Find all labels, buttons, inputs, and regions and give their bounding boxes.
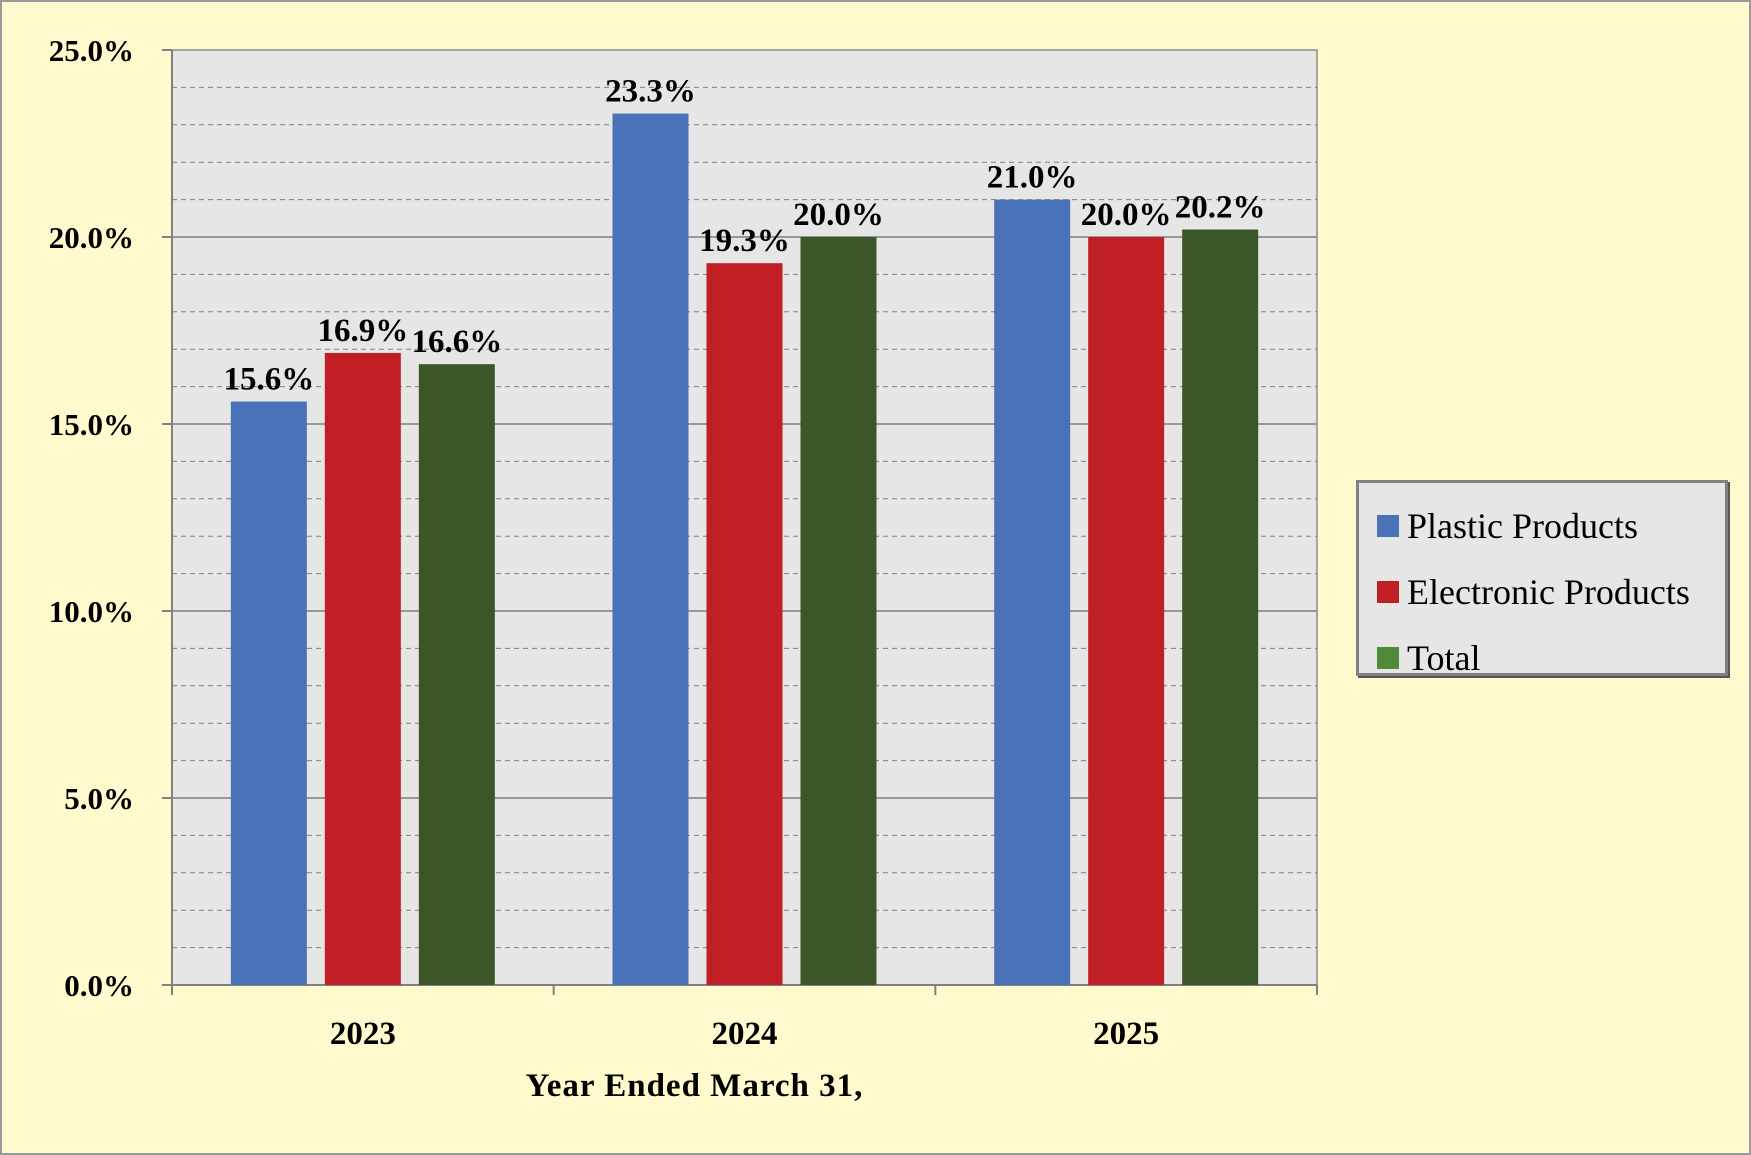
data-label: 16.6% <box>411 324 502 360</box>
data-label: 20.0% <box>1081 197 1172 233</box>
bar <box>706 263 783 985</box>
y-tick-label: 10.0% <box>49 594 134 629</box>
bar <box>230 401 307 985</box>
x-axis: 2023 2024 2025 <box>171 984 1318 1052</box>
legend-item-electronic: Electronic Products <box>1359 559 1725 625</box>
y-tick-label: 15.0% <box>49 407 134 442</box>
y-tick-label: 20.0% <box>49 220 134 255</box>
bars <box>230 113 1259 986</box>
data-label: 15.6% <box>223 362 314 398</box>
data-labels: 15.6%23.3%21.0%16.9%19.3%20.0%16.6%20.0%… <box>223 74 1265 398</box>
bar <box>1088 237 1165 985</box>
bar <box>994 199 1071 986</box>
data-label: 23.3% <box>605 74 696 110</box>
y-tick-label: 0.0% <box>64 968 134 1003</box>
bar <box>418 364 495 985</box>
data-label: 20.0% <box>793 197 884 233</box>
data-label: 20.2% <box>1175 190 1266 226</box>
legend-label-total: Total <box>1407 638 1481 678</box>
legend-swatch-plastic <box>1377 515 1399 537</box>
bar <box>1182 229 1259 985</box>
bar <box>612 113 689 985</box>
legend-label-electronic: Electronic Products <box>1407 572 1690 612</box>
legend-item-total: Total <box>1359 625 1725 691</box>
data-label: 19.3% <box>699 223 790 259</box>
bar <box>800 237 877 985</box>
x-category-label: 2023 <box>330 1016 396 1052</box>
y-axis: 0.0% 5.0% 10.0% 15.0% 20.0% 25.0% <box>49 33 173 1003</box>
bar <box>324 352 401 985</box>
legend-item-plastic: Plastic Products <box>1359 493 1725 559</box>
legend-swatch-electronic <box>1377 581 1399 603</box>
y-tick-label: 5.0% <box>64 781 134 816</box>
y-tick-label: 25.0% <box>49 33 134 68</box>
legend: Plastic Products Electronic Products Tot… <box>1356 480 1728 678</box>
x-category-label: 2024 <box>712 1016 778 1052</box>
legend-label-plastic: Plastic Products <box>1407 506 1638 546</box>
x-category-label: 2025 <box>1093 1016 1159 1052</box>
data-label: 21.0% <box>987 160 1078 196</box>
legend-swatch-total <box>1377 647 1399 669</box>
x-axis-title: Year Ended March 31, <box>526 1068 864 1104</box>
data-label: 16.9% <box>317 313 408 349</box>
